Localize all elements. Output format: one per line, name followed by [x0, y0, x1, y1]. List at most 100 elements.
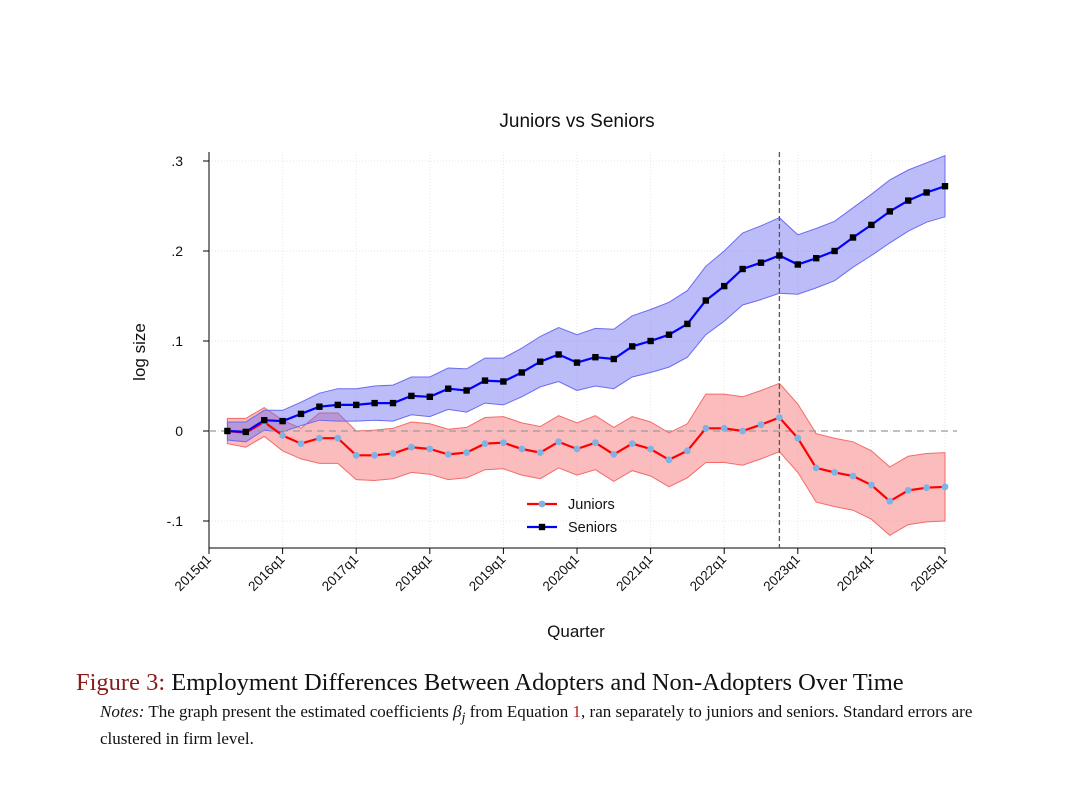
chart-title: Juniors vs Seniors	[499, 111, 654, 132]
point-seniors	[610, 355, 617, 363]
point-juniors	[923, 484, 930, 492]
reference-lines	[209, 152, 957, 548]
point-juniors	[812, 464, 820, 472]
line-seniors	[227, 185, 946, 434]
point-juniors	[463, 449, 470, 456]
point-seniors	[684, 320, 691, 328]
point-juniors	[536, 449, 544, 456]
point-seniors	[353, 401, 360, 409]
y-tick-label: .1	[171, 333, 183, 349]
point-juniors	[573, 445, 581, 453]
point-juniors	[555, 438, 562, 446]
point-seniors	[408, 392, 415, 400]
point-seniors	[592, 354, 599, 361]
point-juniors	[297, 440, 305, 447]
y-tick-label: 0	[175, 423, 183, 439]
notes-text-1: The graph present the estimated coeffici…	[148, 702, 449, 721]
point-seniors	[573, 359, 581, 366]
series-markers	[224, 183, 949, 505]
point-juniors	[592, 439, 599, 447]
y-tick-label: .3	[171, 153, 183, 169]
point-juniors	[352, 451, 360, 459]
y-axis-label: log size	[130, 323, 149, 381]
point-juniors	[371, 451, 378, 459]
point-juniors	[794, 434, 802, 442]
point-seniors	[463, 387, 470, 394]
point-juniors	[665, 456, 673, 464]
line-juniors	[227, 416, 946, 503]
legend: Juniors Seniors	[527, 497, 617, 536]
beta-letter: β	[452, 702, 462, 721]
point-juniors	[408, 443, 415, 451]
figure-caption: Figure 3: Employment Differences Between…	[76, 668, 1036, 750]
point-juniors	[941, 483, 949, 491]
legend-label-juniors: Juniors	[568, 497, 615, 513]
point-seniors	[481, 377, 489, 384]
point-seniors	[831, 247, 838, 255]
point-seniors	[813, 255, 820, 262]
point-seniors	[518, 369, 525, 376]
point-juniors	[702, 424, 710, 432]
point-seniors	[794, 261, 801, 268]
point-seniors	[389, 399, 397, 407]
point-seniors	[647, 337, 654, 345]
point-seniors	[923, 189, 930, 196]
point-seniors	[316, 403, 323, 410]
point-juniors	[426, 445, 434, 453]
notes-label: Notes:	[100, 702, 145, 721]
point-juniors	[904, 487, 912, 494]
point-seniors	[242, 428, 249, 436]
point-seniors	[279, 417, 286, 425]
point-juniors	[757, 421, 765, 429]
point-juniors	[444, 451, 452, 458]
figure-label: Figure 3:	[76, 669, 166, 696]
point-juniors	[518, 445, 526, 453]
beta-symbol: βj	[452, 702, 465, 725]
point-juniors	[868, 481, 875, 489]
point-seniors	[426, 393, 433, 400]
point-juniors	[849, 472, 857, 480]
y-tick-label: -.1	[167, 513, 184, 529]
point-seniors	[757, 259, 765, 266]
point-seniors	[371, 399, 378, 407]
figure-notes: Notes: The graph present the estimated c…	[100, 701, 1000, 750]
point-juniors	[831, 469, 838, 476]
point-seniors	[555, 351, 562, 358]
confidence-bands	[226, 154, 946, 537]
point-juniors	[684, 447, 691, 455]
figure-title: Employment Differences Between Adopters …	[171, 669, 904, 696]
beta-subscript: j	[461, 709, 466, 726]
point-juniors	[610, 451, 618, 458]
band-seniors	[226, 154, 946, 443]
point-juniors	[500, 439, 507, 447]
point-juniors	[316, 434, 323, 442]
point-seniors	[849, 234, 857, 241]
point-juniors	[739, 427, 746, 435]
legend-label-seniors: Seniors	[568, 520, 617, 536]
legend-marker-seniors	[538, 523, 546, 531]
series-lines	[227, 185, 946, 503]
point-seniors	[261, 417, 268, 424]
point-juniors	[720, 424, 728, 432]
point-seniors	[297, 410, 305, 418]
point-seniors	[334, 401, 341, 409]
point-seniors	[886, 208, 893, 215]
point-seniors	[941, 183, 949, 190]
band-juniors	[226, 382, 946, 537]
point-seniors	[665, 331, 673, 338]
point-juniors	[481, 440, 489, 447]
point-juniors	[776, 414, 783, 421]
point-juniors	[389, 450, 397, 457]
point-seniors	[629, 343, 636, 350]
figure-title-line: Figure 3: Employment Differences Between…	[76, 668, 1036, 698]
notes-text-3: , ran separately to juniors and seniors.…	[100, 702, 973, 749]
point-seniors	[500, 378, 507, 385]
point-seniors	[739, 265, 746, 273]
point-seniors	[537, 358, 544, 365]
point-seniors	[721, 282, 728, 290]
y-tick-label: .2	[171, 243, 183, 259]
point-seniors	[905, 197, 912, 204]
point-seniors	[776, 252, 783, 259]
equation-link[interactable]: 1	[572, 702, 582, 721]
